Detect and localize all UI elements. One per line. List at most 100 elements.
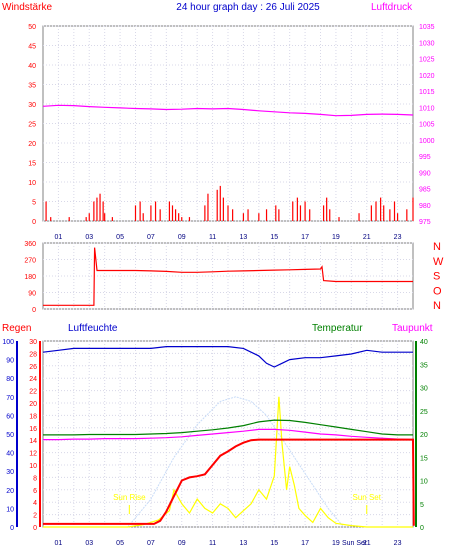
direction-y-tick-label: 270 [24,258,36,265]
climate-x-tick-label: 03 [85,540,93,547]
wind-bar [85,217,87,221]
humidity-y-tick-label: 20 [6,488,14,495]
climate-x-tick-label: 05 [116,540,124,547]
wind-bar [309,209,311,221]
wind-bar [383,205,385,221]
rain-y-tick-label: 18 [29,413,37,420]
climate-x-tick-label: 23 [394,540,402,547]
pressure-y-tick-label: 1035 [419,24,435,31]
wind-x-tick-label: 05 [116,234,124,241]
compass-label: W [433,256,444,268]
temp-y-tick-label: 30 [420,386,428,393]
climate-x-tick-label: 07 [147,540,155,547]
compass-label: S [433,271,440,283]
climate-x-tick-label: 17 [301,540,309,547]
pressure-y-tick-label: 990 [419,170,431,177]
wind-x-tick-label: 07 [147,234,155,241]
wind-bar [242,213,245,221]
sun-set-axis-label: Sun Set [342,540,367,547]
climate-x-tick-label: 21 [363,540,371,547]
wind-bar [412,197,414,221]
rain-y-tick-label: 6 [33,488,37,495]
direction-line [43,247,413,306]
wind-bar [389,209,391,221]
pressure-y-tick-label: 1010 [419,105,435,112]
wind-bar [322,205,325,221]
wind-bar [396,213,399,221]
climate-x-tick-label: 19 [332,540,340,547]
pressure-y-tick-label: 985 [419,187,431,194]
pressure-y-tick-label: 1020 [419,73,435,80]
rain-y-tick-label: 14 [29,438,37,445]
wind-y-tick-label: 50 [28,24,36,31]
rain-y-tick-label: 0 [33,525,37,532]
compass-label: N [433,300,441,312]
pressure-y-tick-label: 1005 [419,122,435,129]
wind-bar [99,193,101,221]
wind-bar [181,217,183,221]
wind-x-tick-label: 01 [55,234,63,241]
wind-bar [102,201,104,221]
rain-y-tick-label: 20 [29,401,37,408]
wind-bar [168,201,171,221]
humidity-y-tick-label: 30 [6,469,14,476]
climate-x-tick-label: 15 [270,540,278,547]
wind-y-tick-label: 25 [28,122,36,129]
wind-x-tick-label: 13 [240,234,248,241]
humidity-y-tick-label: 100 [2,339,14,346]
temp-y-tick-label: 40 [420,339,428,346]
windstaerke-label: Windstärke [2,2,52,13]
wind-bar [227,205,229,221]
compass-label: O [433,285,442,297]
climate-x-tick-label: 13 [240,540,248,547]
wind-bar [265,209,268,221]
rain-y-tick-label: 26 [29,364,37,371]
wind-x-tick-label: 19 [332,234,340,241]
temp-y-tick-label: 15 [420,455,428,462]
wind-bar [45,201,47,221]
direction-y-tick-label: 360 [24,241,36,248]
wind-bar [150,205,152,221]
humidity-y-tick-label: 70 [6,395,14,402]
direction-y-tick-label: 180 [24,274,36,281]
wind-bar [178,213,180,221]
luftfeuchte-label: Luftfeuchte [68,323,118,334]
humidity-y-tick-label: 80 [6,376,14,383]
wind-bar [219,185,221,221]
temperatur-label: Temperatur [312,323,363,334]
wind-bar [338,217,340,221]
wind-y-tick-label: 45 [28,44,36,51]
wind-x-tick-label: 15 [270,234,278,241]
direction-y-tick-label: 0 [32,307,36,314]
pressure-y-tick-label: 975 [419,219,431,226]
wind-x-tick-label: 21 [363,234,371,241]
sun-set-label: Sun Set [353,493,382,502]
rain-y-tick-label: 24 [29,376,37,383]
wind-bar [275,205,277,221]
wind-bar [296,197,298,221]
rain-y-tick-label: 28 [29,351,37,358]
wind-bar [370,205,372,221]
temp-y-tick-label: 25 [420,409,428,416]
taupunkt-label: Taupunkt [392,323,433,334]
wind-bar [278,209,280,221]
chart-title: 24 hour graph day : 26 Juli 2025 [176,2,320,13]
wind-bar [154,201,157,221]
wind-x-tick-label: 03 [85,234,93,241]
wind-bar [326,197,328,221]
pressure-line [42,104,414,117]
temp-y-tick-label: 35 [420,362,428,369]
temp-y-tick-label: 10 [420,479,428,486]
humidity-y-tick-label: 0 [10,525,14,532]
wind-bar [358,213,360,221]
direction-y-tick-label: 90 [28,291,36,298]
wind-bar [216,189,218,221]
climate-x-tick-label: 09 [178,540,186,547]
temp-y-tick-label: 0 [420,525,424,532]
temp-y-tick-label: 20 [420,432,428,439]
wind-y-tick-label: 5 [32,200,36,207]
wind-x-tick-label: 09 [178,234,186,241]
wind-bar [188,217,191,221]
wind-bar [247,209,249,221]
